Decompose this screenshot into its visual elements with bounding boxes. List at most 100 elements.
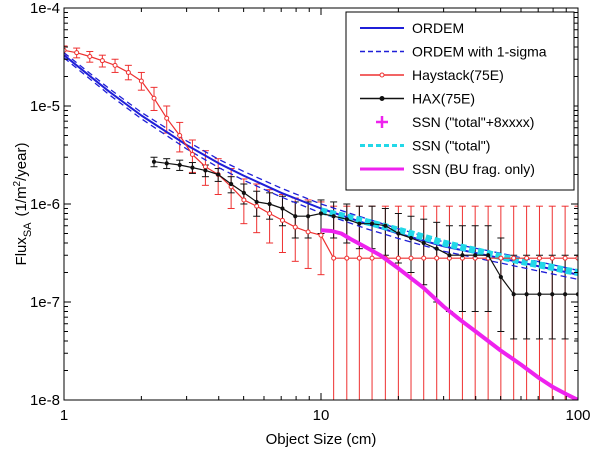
haystack-75e-point [292,224,298,230]
haystack-75e-point [305,229,311,235]
legend-marker [379,72,385,78]
x-axis-title: Object Size (cm) [266,431,377,448]
hax-75e-point [473,253,478,258]
haystack-75e-point [511,255,517,261]
hax-75e-point [151,159,157,164]
legend-label: SSN ("total"+8xxxx) [412,114,534,130]
hax-75e-errorbar [484,225,492,312]
hax-75e-point [486,253,491,258]
hax-75e-point [344,217,349,222]
hax-75e-point [331,214,336,219]
ordem-with-1-sigma-lower-line [64,57,578,281]
hax-75e-point [511,292,516,297]
legend-label: HAX(75E) [412,91,475,107]
hax-75e-point [498,274,503,280]
legend-label: Haystack(75E) [412,67,504,83]
hax-75e-point [280,206,285,211]
x-tick-label: 10 [313,407,330,424]
hax-75e-line [153,161,578,295]
haystack-75e-point [112,62,118,68]
haystack-75e-point [536,255,542,261]
x-tick-label: 100 [565,407,590,424]
haystack-75e-point [202,164,208,170]
haystack-75e-point [267,210,273,216]
haystack-75e-point [254,203,260,209]
legend: ORDEM ORDEM with 1-sigma Haystack(75E) HAX(… [345,11,575,191]
haystack-75e-point [549,255,555,261]
legend-item-haystack-75e: Haystack(75E) [360,67,504,83]
legend-label: SSN ("total") [412,138,490,154]
haystack-75e-point [138,78,144,84]
hax-75e-point [267,201,272,207]
hax-75e-point [447,253,452,258]
hax-75e-point [408,235,414,241]
hax-75e-point [177,162,182,168]
y-tick-label: 1e-4 [30,0,60,17]
hax-75e-point [563,292,568,297]
legend-item-ssn-total: SSN ("total") [360,138,490,154]
haystack-75e-point [344,255,350,261]
haystack-75e-point [524,255,530,261]
hax-75e-point [383,223,388,228]
haystack-75e-point [177,133,183,139]
legend-item-ordem-with-1-sigma: ORDEM with 1-sigma [360,44,547,60]
legend-item-ssn-total-8xxxx: SSN ("total"+8xxxx) [376,114,534,130]
legend-label: SSN (BU frag. only) [412,161,535,177]
y-tick-label: 1e-6 [30,196,60,213]
hax-75e-point [524,292,529,297]
y-tick-label: 1e-8 [30,392,60,409]
hax-75e-errorbar [561,254,569,340]
legend-item-ssn-bu-frag-only: SSN (BU frag. only) [360,161,535,177]
legend-label: ORDEM [412,20,464,36]
hax-75e-point [216,172,221,177]
haystack-75e-point [99,58,105,64]
haystack-75e-point [125,69,131,75]
legend-marker [379,96,385,101]
haystack-75e-point [241,197,247,203]
haystack-75e-point [331,255,337,261]
haystack-75e-point [498,255,504,261]
hax-75e-point [254,199,259,205]
hax-75e-point [396,231,401,236]
y-tick-label: 1e-5 [30,98,60,115]
hax-75e-point [229,181,234,187]
haystack-75e-errorbar [574,205,578,400]
ssn-total-line [320,207,578,276]
hax-75e-point [293,214,298,219]
y-axis-title: FluxSA(1/m2/year) [12,143,34,266]
haystack-75e-point [279,217,285,223]
hax-75e-errorbar [471,225,479,312]
hax-75e-point [550,292,555,297]
legend-box [345,11,575,191]
haystack-75e-point [87,53,93,59]
hax-75e-errorbar [510,254,518,340]
legend-label: ORDEM with 1-sigma [412,44,547,60]
haystack-75e-point [369,255,375,261]
haystack-75e-point [421,255,427,261]
hax-75e-point [306,214,311,219]
legend-item-ordem: ORDEM [360,20,464,36]
haystack-75e-point [395,255,401,261]
haystack-75e-point [562,255,568,261]
hax-75e-errorbar [535,254,543,340]
hax-75e-point [421,240,426,246]
x-tick-label: 1 [60,407,68,424]
y-tick-label: 1e-7 [30,294,60,311]
hax-75e-point [357,221,362,226]
haystack-75e-point [74,50,80,56]
hax-75e-point [164,161,169,166]
hax-75e-point [203,168,208,173]
hax-75e-point [190,165,195,170]
haystack-75e-point [408,255,414,261]
haystack-75e-point [318,232,324,238]
hax-75e-errorbar [523,254,531,340]
hax-75e-errorbar [407,215,415,273]
hax-75e-point [460,253,465,258]
haystack-75e-point [434,255,440,261]
ssn-bu-frag-only-line [320,228,578,400]
hax-75e-errorbar [458,225,466,312]
hax-75e-point [369,221,375,226]
haystack-75e-point [151,95,157,101]
hax-75e-point [434,246,439,251]
